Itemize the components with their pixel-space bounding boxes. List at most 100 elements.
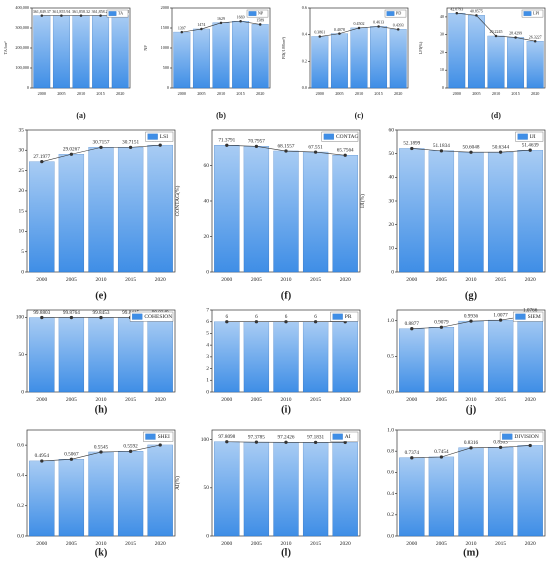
- panel-label: (d): [491, 111, 501, 120]
- bar-shine: [303, 442, 329, 536]
- value-label: 51.1834: [433, 143, 450, 149]
- panel-label: (f): [281, 290, 292, 301]
- bar-shine: [389, 29, 407, 88]
- y-tick-label: 20: [389, 222, 395, 228]
- legend-swatch: [517, 133, 528, 140]
- trend-line: [411, 314, 531, 330]
- y-tick-label: 0: [391, 269, 394, 275]
- y-tick-label: 200,000: [15, 45, 29, 51]
- trend-line: [456, 12, 536, 42]
- value-label: 27.1977: [33, 154, 50, 160]
- x-tick-label: 2020: [340, 397, 351, 403]
- bar-shine: [214, 441, 240, 536]
- value-label: 71.3791: [218, 138, 235, 144]
- bar-shine: [58, 459, 84, 536]
- point: [343, 153, 347, 157]
- value-label: 65.7564: [337, 148, 354, 154]
- x-tick-label: 2015: [310, 541, 321, 547]
- panel: 0 50 100 AI(%) (l) 2000 2005 2010 2015 2020 97.809…: [174, 429, 361, 558]
- value-label: 30.7151: [122, 140, 139, 146]
- x-tick-label: 2020: [525, 277, 536, 283]
- bar-shine: [399, 457, 425, 536]
- y-tick-label: 40: [204, 198, 210, 204]
- bar-shine: [399, 148, 425, 272]
- x-tick-label: 2005: [436, 397, 447, 403]
- legend-label: TA: [118, 11, 123, 16]
- y-tick-label: 7: [206, 307, 209, 313]
- legend-box: [321, 131, 359, 142]
- bar-shine: [53, 15, 70, 88]
- legend-swatch: [145, 433, 156, 440]
- point: [40, 459, 44, 463]
- trend-line: [411, 148, 531, 153]
- legend-box: [106, 9, 129, 18]
- value-label: 97.1831: [307, 435, 324, 441]
- bar-shine: [273, 151, 299, 272]
- bar-shine: [487, 36, 505, 88]
- x-tick-label: 2005: [197, 91, 205, 96]
- trend-line: [181, 20, 261, 33]
- bar-shine: [507, 37, 524, 88]
- y-tick-label: 20: [440, 49, 444, 54]
- y-tick-label: 1000: [161, 45, 169, 50]
- y-tick-label: 0: [167, 85, 169, 90]
- panel: 0 20 40 60 CONTAG(%) (f) 2000 2005 2010 2015 2020 7…: [174, 129, 361, 301]
- x-tick-label: 2000: [406, 541, 417, 547]
- x-tick-label: 2020: [525, 541, 536, 547]
- legend-box: [145, 131, 174, 142]
- value-label: 1629: [217, 16, 225, 21]
- x-tick-label: 2020: [394, 91, 402, 96]
- x-tick-label: 2000: [221, 277, 232, 283]
- legend-swatch: [515, 313, 526, 320]
- bar-shine: [118, 451, 144, 536]
- bar-shine: [458, 447, 484, 536]
- point: [40, 315, 44, 320]
- x-tick-label: 2015: [374, 91, 382, 96]
- x-tick-label: 2010: [96, 277, 107, 283]
- bar-shine: [331, 33, 348, 88]
- bar-shine: [350, 27, 368, 88]
- legend-box: [513, 311, 544, 322]
- value-label: 0.8877: [405, 321, 420, 327]
- y-tick-label: 60: [204, 163, 210, 169]
- value-label: 51.4639: [522, 142, 539, 148]
- bar-shine: [243, 321, 269, 392]
- panel: 0.0 0.2 0.4 0.6 (k) 2000 2005 2010 2015 2020 0.495…: [17, 429, 176, 558]
- value-label: 0.9936: [464, 313, 479, 319]
- trend-line: [319, 26, 399, 37]
- y-tick-label: 0.0: [387, 533, 394, 539]
- x-tick-label: 2015: [511, 91, 519, 96]
- value-label: 0.7374: [405, 450, 420, 456]
- x-tick-label: 2005: [436, 277, 447, 283]
- bar-shine: [88, 317, 114, 392]
- panel: 0.0 0.2 0.4 0.6 0.8 1.0 (m) 2000 2005 2010 2015 202…: [387, 427, 546, 558]
- bar-shine: [92, 15, 109, 89]
- x-tick-label: 2020: [155, 277, 166, 283]
- y-tick-label: 0.0: [17, 533, 24, 539]
- value-label: 99.8803: [33, 310, 50, 316]
- y-tick-label: 15: [19, 208, 25, 214]
- bar-shine: [517, 150, 543, 272]
- value-label: 0.9079: [434, 320, 449, 326]
- bar-shine: [448, 13, 466, 89]
- y-tick-label: 4: [206, 342, 209, 348]
- value-label: 0.5545: [94, 444, 109, 450]
- legend-box: [143, 431, 174, 442]
- y-tick-label: 0.4: [387, 491, 394, 497]
- value-label: 361,849.37: [33, 9, 51, 15]
- bar-shine: [428, 327, 454, 392]
- trend-line: [226, 145, 346, 156]
- bar-shine: [332, 442, 358, 536]
- x-tick-label: 2020: [256, 91, 264, 96]
- x-tick-label: 2010: [281, 397, 292, 403]
- value-label: 361,858.32: [72, 9, 90, 15]
- panel: 0 5 10 15 20 25 30 35 (e) 2000 2005 2010 2015 2020 27.…: [19, 127, 176, 301]
- legend-label: CONTAG: [336, 134, 359, 140]
- y-tick-label: 0: [206, 269, 209, 275]
- value-label: 0.5067: [64, 452, 79, 458]
- x-tick-label: 2010: [466, 541, 477, 547]
- x-tick-label: 2005: [251, 277, 262, 283]
- legend-swatch: [332, 313, 343, 320]
- legend-label: COHESION: [144, 314, 172, 320]
- legend-label: PD: [396, 11, 401, 16]
